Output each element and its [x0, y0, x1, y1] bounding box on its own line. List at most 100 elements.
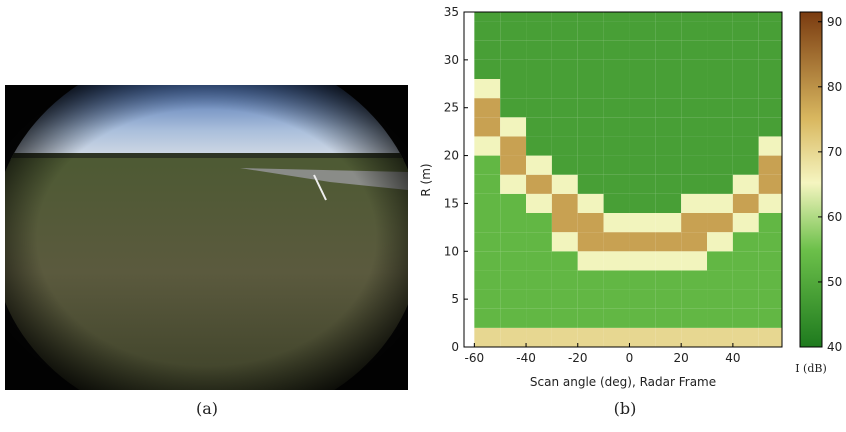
heatmap-cell [732, 21, 759, 41]
heatmap-cell [732, 12, 759, 22]
heatmap-cell [500, 270, 527, 290]
heatmap-cell [629, 251, 656, 271]
caption: (b) [614, 399, 637, 418]
heatmap-cell [603, 193, 630, 213]
heatmap-cell [526, 79, 552, 99]
heatmap-cell [551, 136, 578, 156]
heatmap-cell [500, 59, 527, 79]
heatmap-cell [551, 251, 578, 271]
heatmap-cell [681, 327, 708, 347]
heatmap-cell [758, 232, 782, 252]
heatmap-cell [629, 98, 656, 118]
heatmap-cell [603, 117, 630, 137]
heatmap-cell [474, 12, 501, 22]
heatmap-cell [707, 12, 733, 22]
heatmap-cell [732, 232, 759, 252]
y-tick-label: 30 [444, 53, 459, 67]
heatmap-cell [526, 40, 552, 60]
heatmap-cell [758, 98, 782, 118]
heatmap-cell [681, 308, 708, 328]
heatmap-cell [629, 232, 656, 252]
heatmap-cell [500, 117, 527, 137]
heatmap-cell [603, 327, 630, 347]
heatmap-cell [526, 155, 552, 175]
heatmap-cell [681, 12, 708, 22]
heatmap-cell [655, 308, 682, 328]
heatmap-cell [474, 193, 501, 213]
colorbar-tick-label: 70 [827, 145, 842, 159]
heatmap-cell [758, 193, 782, 213]
heatmap-cell [707, 308, 733, 328]
heatmap-cell [655, 289, 682, 309]
heatmap-cell [526, 98, 552, 118]
heatmap-cell [655, 59, 682, 79]
heatmap-cell [707, 155, 733, 175]
heatmap-cell [707, 193, 733, 213]
heatmap-cell [526, 59, 552, 79]
heatmap-cell [629, 79, 656, 99]
heatmap-cell [500, 79, 527, 99]
heatmap-cell [758, 155, 782, 175]
heatmap-cell [629, 289, 656, 309]
heatmap-cell [526, 232, 552, 252]
heatmap-cell [707, 21, 733, 41]
colorbar-tick-label: 90 [827, 15, 842, 29]
heatmap-cell [500, 21, 527, 41]
heatmap-cell [526, 289, 552, 309]
heatmap-cell [732, 289, 759, 309]
heatmap-cell [603, 59, 630, 79]
heatmap-cell [526, 136, 552, 156]
heatmap-cell [758, 308, 782, 328]
heatmap-cell [474, 98, 501, 118]
heatmap-cell [474, 117, 501, 137]
heatmap-cell [577, 232, 604, 252]
heatmap-cell [655, 40, 682, 60]
heatmap-cell [629, 21, 656, 41]
x-tick-label: 40 [725, 351, 740, 365]
heatmap-cell [500, 98, 527, 118]
heatmap-cell [629, 270, 656, 290]
heatmap-cell [655, 98, 682, 118]
heatmap-cell [526, 193, 552, 213]
heatmap-cell [681, 136, 708, 156]
heatmap-cell [577, 40, 604, 60]
heatmap-cell [732, 155, 759, 175]
heatmap-cell [577, 327, 604, 347]
heatmap-cell [603, 174, 630, 194]
heatmap-cell [681, 40, 708, 60]
heatmap-cell [526, 308, 552, 328]
heatmap-cell [474, 79, 501, 99]
heatmap-cell [655, 327, 682, 347]
heatmap-cell [758, 40, 782, 60]
heatmap-cell [500, 327, 527, 347]
heatmap-cell [551, 193, 578, 213]
heatmap-cell [577, 79, 604, 99]
heatmap-cell [655, 79, 682, 99]
heatmap-cell [526, 213, 552, 233]
heatmap-cell [603, 136, 630, 156]
heatmap-cell [551, 12, 578, 22]
heatmap-cell [551, 174, 578, 194]
heatmap-cell [474, 59, 501, 79]
heatmap-cell [603, 79, 630, 99]
heatmap-cell [655, 213, 682, 233]
heatmap-cell [526, 251, 552, 271]
heatmap-cell [551, 232, 578, 252]
heatmap-cell [681, 251, 708, 271]
heatmap-cell [707, 79, 733, 99]
x-tick-label: 0 [626, 351, 634, 365]
heatmap-cell [681, 232, 708, 252]
heatmap-cell [500, 213, 527, 233]
heatmap-cell [732, 308, 759, 328]
colorbar-label: I (dB) [795, 362, 827, 375]
heatmap-cell [732, 270, 759, 290]
heatmap-cell [732, 136, 759, 156]
heatmap-cell [681, 117, 708, 137]
heatmap-cell [681, 174, 708, 194]
heatmap-cell [629, 117, 656, 137]
heatmap-cell [577, 193, 604, 213]
heatmap-cell [629, 40, 656, 60]
heatmap-cell [577, 12, 604, 22]
